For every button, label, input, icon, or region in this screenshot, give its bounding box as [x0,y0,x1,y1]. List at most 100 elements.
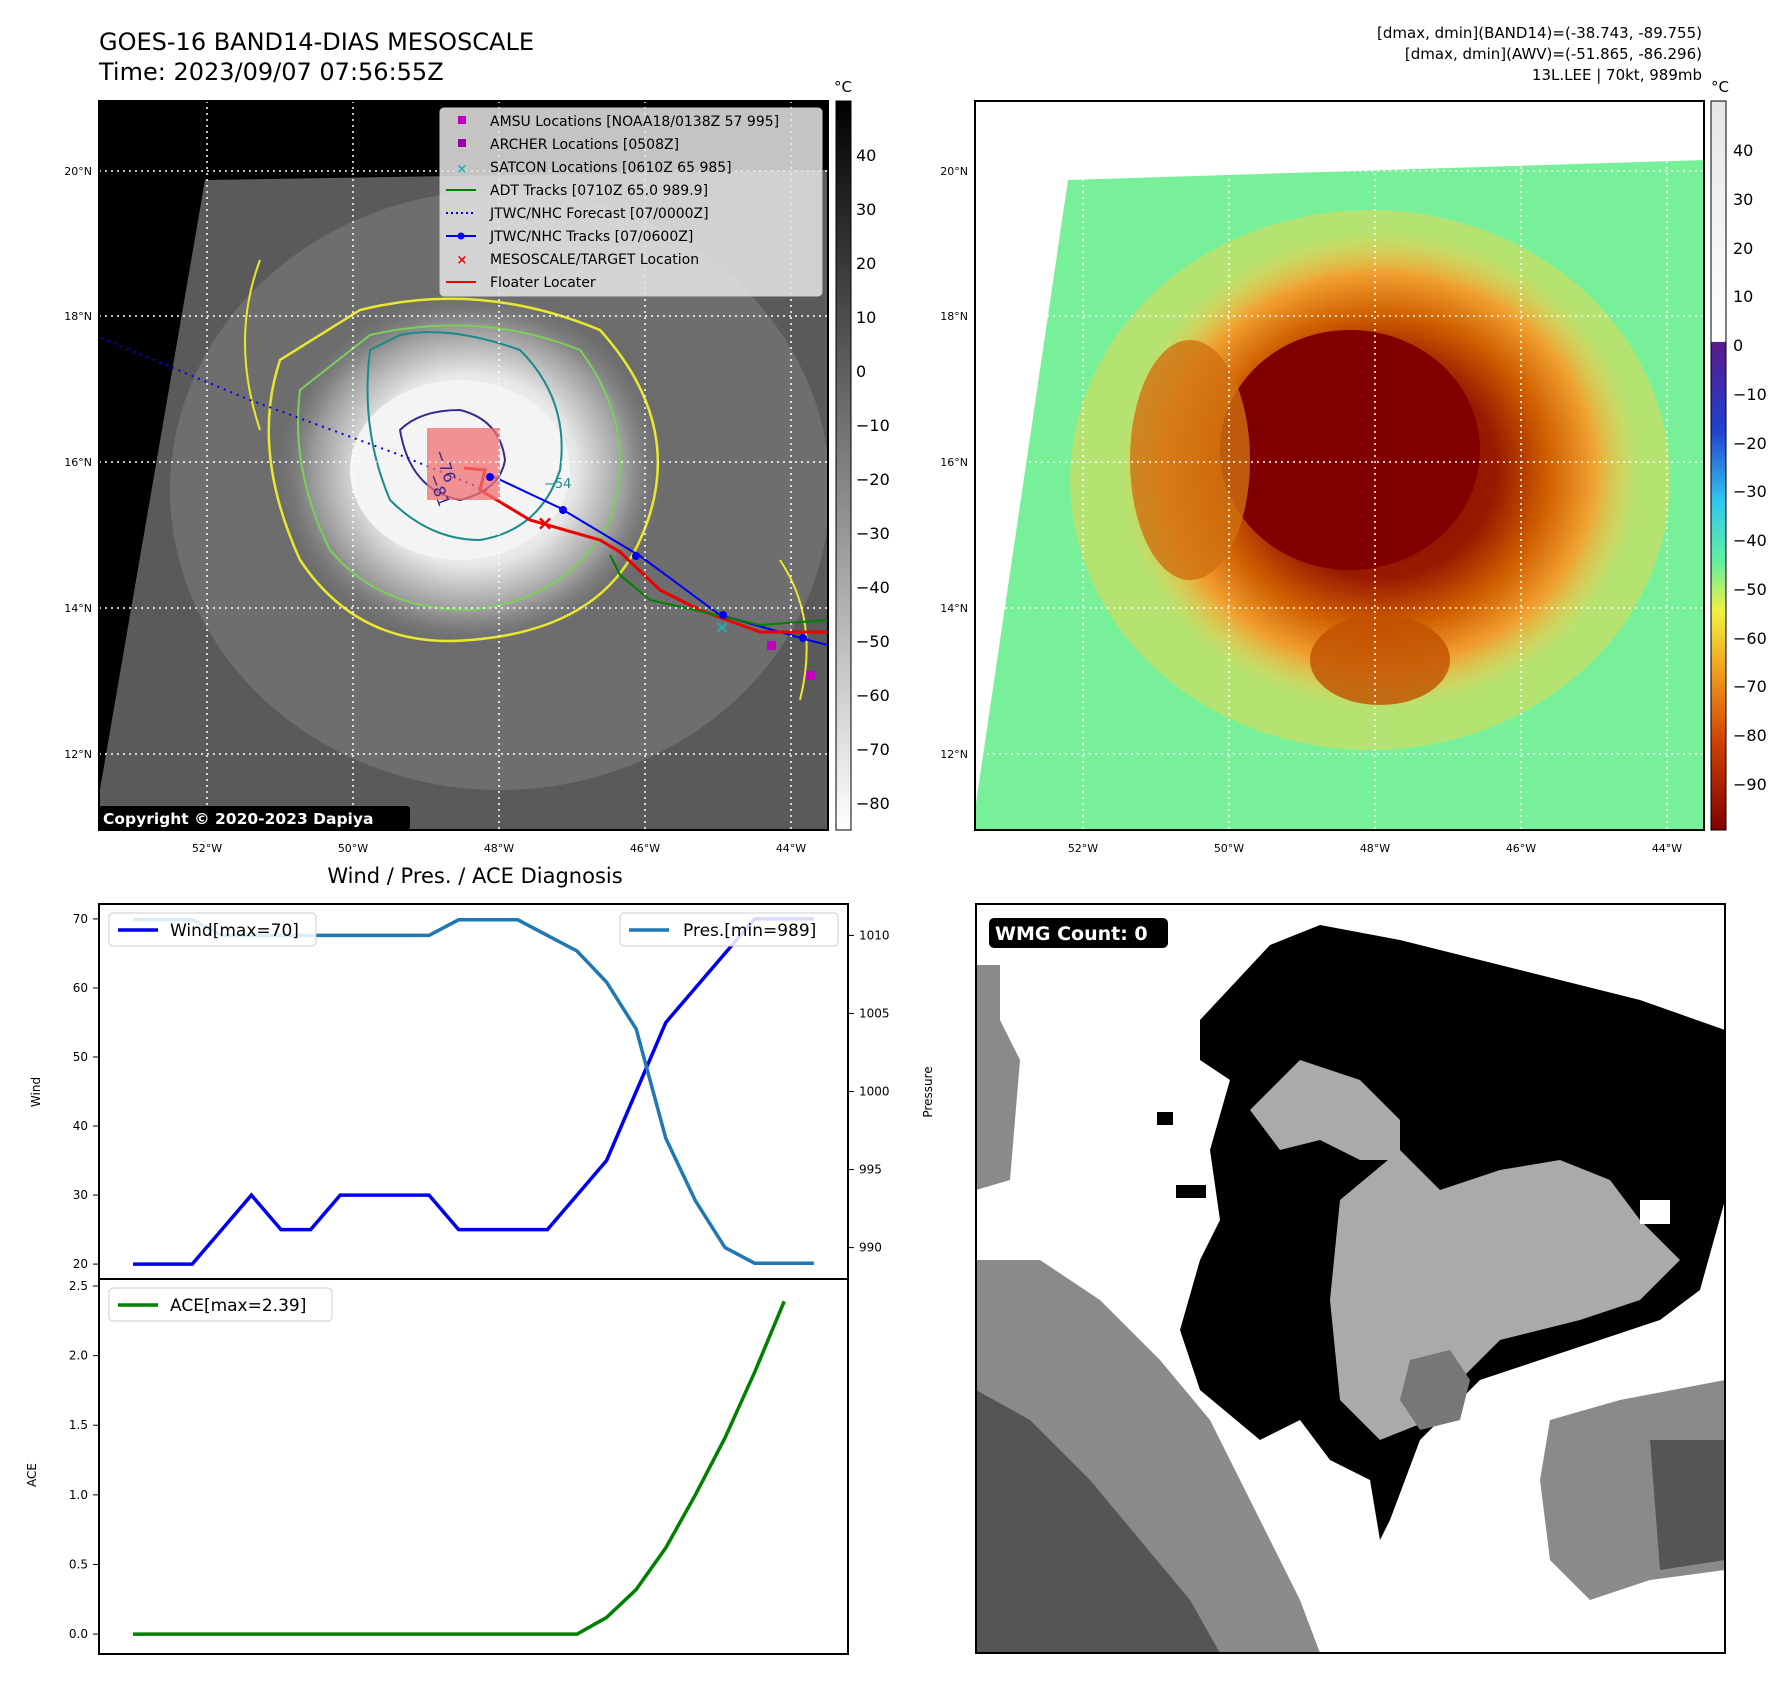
ir-lat-label: 16°N [64,456,92,469]
wind-y-tick-label: 40 [73,1119,88,1133]
awv-lat-label: 12°N [940,748,968,761]
figure-title: GOES-16 BAND14-DIAS MESOSCALE [99,28,534,56]
legend-archer: ARCHER Locations [0508Z] [490,137,679,153]
awv-cbar-tick: −90 [1733,775,1767,794]
wmg-count-badge [989,918,1168,948]
ir-lat-label: 14°N [64,602,92,615]
wind-y-tick-label: 20 [73,1257,88,1271]
chart-title: Wind / Pres. / ACE Diagnosis [327,864,622,888]
ir-lon-label: 44°W [776,842,806,855]
legend-forecast: JTWC/NHC Forecast [07/0000Z] [489,206,709,222]
wind-pressure-chart: 20 30 40 50 60 70 990 995 1000 1005 1010 Wind Pre… [29,903,935,1280]
wmg-count-text: WMG Count: 0 [995,923,1148,945]
ace-legend [108,1287,333,1322]
ir-contour-inner [366,331,563,542]
ir-colorbar-unit: °C [834,78,852,96]
ir-cbar-tick: −10 [856,416,890,435]
ir-contour-outer [267,297,660,643]
pressure-y-tick-label: 995 [859,1163,882,1177]
pressure-y-tick-label: 1000 [859,1085,890,1099]
awv-gridlines [975,101,1704,830]
ace-y-tick-label: 1.5 [69,1418,88,1432]
ir-legend-box [439,107,823,297]
awv-cbar-tick: −40 [1733,531,1767,550]
awv-cold-region [1220,330,1480,570]
satcon-legend-icon: × [457,162,468,177]
legend-amsu: AMSU Locations [NOAA18/0138Z 57 995] [490,114,779,130]
ir-contour-label: −54 [544,477,571,492]
wind-y-tick-label: 70 [73,912,88,926]
legend-target: MESOSCALE/TARGET Location [490,252,699,268]
target-legend-icon: × [457,253,468,268]
ir-cbar-tick: 40 [856,146,876,165]
ir-floater-box [427,428,500,500]
wmg-region-gray [976,965,1020,1190]
legend-floater: Floater Locater [490,275,596,291]
ir-lon-label: 50°W [338,842,368,855]
pressure-legend-label: Pres.[min=989] [683,921,816,941]
wmg-region-light [1250,1060,1400,1160]
ace-y-ticks: 0.0 0.5 1.0 1.5 2.0 2.5 [69,1279,99,1641]
awv-lon-label: 46°W [1506,842,1536,855]
ir-lon-label: 48°W [484,842,514,855]
wind-y-tick-label: 30 [73,1188,88,1202]
wmg-region-dark [1650,1440,1725,1570]
ir-cbar-tick: −30 [856,524,890,543]
awv-cbar-tick: −50 [1733,580,1767,599]
awv-cbar-tick: 0 [1733,336,1743,355]
ir-cbar-tick: −60 [856,686,890,705]
legend-adt: ADT Tracks [0710Z 65.0 989.9] [490,183,708,199]
pressure-y-tick-label: 1005 [859,1006,890,1020]
ace-y-tick-label: 1.0 [69,1488,88,1502]
figure-time: Time: 2023/09/07 07:56:55Z [98,58,444,86]
copyright-badge [99,806,410,830]
wmg-frame [975,903,1726,1654]
legend-tracks: JTWC/NHC Tracks [07/0600Z] [489,229,693,245]
pressure-legend [619,912,839,947]
ir-track-point [486,473,494,481]
ir-cbar-tick: −40 [856,578,890,597]
awv-cbar-tick: −80 [1733,726,1767,745]
wind-axis-label: Wind [29,1077,43,1107]
ir-target-marker: × [537,511,554,535]
awv-lon-label: 44°W [1652,842,1682,855]
wind-legend-label: Wind[max=70] [170,921,299,941]
info-band14: [dmax, dmin](BAND14)=(-38.743, -89.755) [1377,24,1702,42]
awv-cbar-tick: 10 [1733,287,1753,306]
ir-legend: AMSU Locations [NOAA18/0138Z 57 995] ARC… [439,107,823,297]
ir-satcon-marker: × [714,617,729,638]
awv-cbar-tick: −10 [1733,385,1767,404]
awv-cbar-tick: −60 [1733,629,1767,648]
ace-frame [98,1278,849,1655]
wind-series-line [133,917,814,1266]
amsu-legend-icon [458,116,466,124]
awv-lat-label: 20°N [940,165,968,178]
wind-pressure-frame [98,903,849,1280]
awv-cbar-tick: −20 [1733,434,1767,453]
ir-best-track [489,474,828,646]
wind-legend [108,912,317,947]
awv-cbar-tick: −70 [1733,677,1767,696]
pressure-y-tick-label: 1010 [859,928,890,942]
ir-cbar-tick: 0 [856,362,866,381]
ir-cbar-tick: 10 [856,308,876,327]
awv-colorbar-unit: °C [1711,78,1729,96]
ir-lon-label: 46°W [630,842,660,855]
ir-cbar-tick: −80 [856,794,890,813]
awv-cbar-tick: −30 [1733,482,1767,501]
awv-lat-label: 14°N [940,602,968,615]
ace-y-tick-label: 2.5 [69,1279,88,1293]
ir-lat-label: 12°N [64,748,92,761]
ir-contour-mid [297,324,621,612]
wmg-region-dark [976,1390,1220,1653]
wmg-panel: WMG Count: 0 [975,903,1726,1654]
ace-chart: 0.0 0.5 1.0 1.5 2.0 2.5 ACE ACE[max=2.39] [25,1278,849,1655]
ir-adt-track [609,554,828,627]
awv-cbar-tick: 30 [1733,190,1753,209]
ir-cbar-tick: 30 [856,200,876,219]
wind-y-tick-label: 60 [73,981,88,995]
wind-y-tick-label: 50 [73,1050,88,1064]
ir-track-point [632,552,640,560]
pressure-y-ticks: 990 995 1000 1005 1010 [848,928,890,1255]
ir-lat-label: 20°N [64,165,92,178]
